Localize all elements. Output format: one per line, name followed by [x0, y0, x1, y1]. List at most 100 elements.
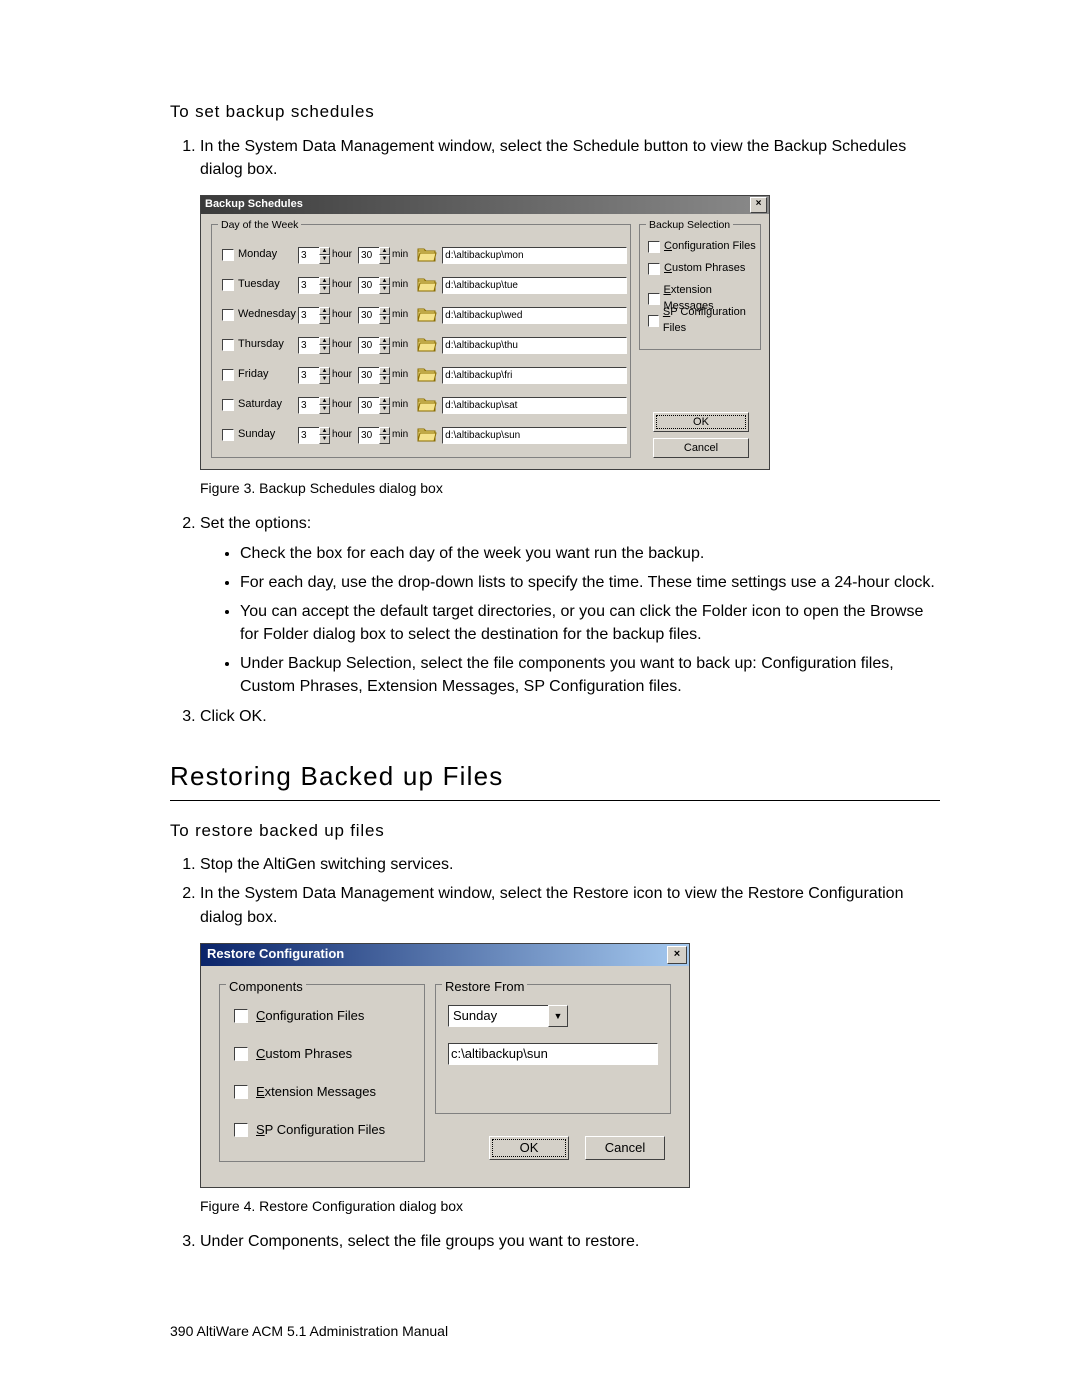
time-spinner[interactable]: 3▲▼	[298, 337, 330, 354]
component-row: Extension Messages	[234, 1083, 376, 1102]
selection-checkbox[interactable]	[648, 293, 660, 305]
backup-path-input[interactable]: d:\altibackup\sun	[442, 427, 627, 444]
arrow-down-icon[interactable]: ▼	[379, 375, 390, 384]
component-label: Custom Phrases	[256, 1045, 352, 1064]
chevron-down-icon[interactable]: ▼	[548, 1005, 568, 1027]
cancel-button[interactable]: Cancel	[653, 438, 749, 458]
backup-path-input[interactable]: d:\altibackup\tue	[442, 277, 627, 294]
time-spinner[interactable]: 30▲▼	[358, 247, 390, 264]
time-spinner[interactable]: 3▲▼	[298, 427, 330, 444]
day-row: Tuesday3▲▼hour30▲▼mind:\altibackup\tue	[222, 275, 627, 295]
arrow-up-icon[interactable]: ▲	[319, 397, 330, 406]
arrow-up-icon[interactable]: ▲	[379, 337, 390, 346]
hour-unit: hour	[332, 278, 352, 293]
time-spinner[interactable]: 3▲▼	[298, 397, 330, 414]
arrow-up-icon[interactable]: ▲	[319, 307, 330, 316]
arrow-up-icon[interactable]: ▲	[379, 247, 390, 256]
arrow-up-icon[interactable]: ▲	[379, 277, 390, 286]
folder-icon[interactable]	[416, 396, 438, 414]
arrow-down-icon[interactable]: ▼	[319, 255, 330, 264]
groupbox-selection-label: Backup Selection	[646, 218, 733, 233]
time-spinner[interactable]: 3▲▼	[298, 277, 330, 294]
spinner-value: 3	[298, 247, 319, 264]
component-checkbox[interactable]	[234, 1009, 248, 1023]
hour-unit: hour	[332, 428, 352, 443]
hour-unit: hour	[332, 368, 352, 383]
time-spinner[interactable]: 30▲▼	[358, 307, 390, 324]
cancel-button[interactable]: Cancel	[585, 1136, 665, 1160]
folder-icon[interactable]	[416, 306, 438, 324]
close-icon[interactable]: ×	[667, 946, 687, 964]
arrow-down-icon[interactable]: ▼	[379, 255, 390, 264]
spinner-value: 3	[298, 427, 319, 444]
selection-label: SP Configuration Files	[663, 305, 760, 337]
selection-checkbox[interactable]	[648, 263, 660, 275]
spinner-value: 30	[358, 397, 379, 414]
day-checkbox[interactable]	[222, 249, 234, 261]
dialog-body: Components Configuration FilesCustom Phr…	[201, 966, 689, 1187]
day-checkbox[interactable]	[222, 399, 234, 411]
time-spinner[interactable]: 3▲▼	[298, 247, 330, 264]
time-spinner[interactable]: 30▲▼	[358, 367, 390, 384]
groupbox-components-label: Components	[226, 978, 306, 997]
close-icon[interactable]: ×	[750, 197, 767, 213]
time-spinner[interactable]: 30▲▼	[358, 427, 390, 444]
arrow-down-icon[interactable]: ▼	[379, 345, 390, 354]
selection-checkbox[interactable]	[648, 315, 659, 327]
arrow-up-icon[interactable]: ▲	[319, 337, 330, 346]
arrow-down-icon[interactable]: ▼	[379, 435, 390, 444]
arrow-up-icon[interactable]: ▲	[319, 247, 330, 256]
bullet-3: You can accept the default target direct…	[240, 600, 940, 646]
day-checkbox[interactable]	[222, 339, 234, 351]
selection-checkbox[interactable]	[648, 241, 660, 253]
selection-row: Custom Phrases	[648, 261, 745, 277]
component-checkbox[interactable]	[234, 1123, 248, 1137]
time-spinner[interactable]: 30▲▼	[358, 397, 390, 414]
component-checkbox[interactable]	[234, 1047, 248, 1061]
ok-button[interactable]: OK	[653, 412, 749, 432]
hour-unit: hour	[332, 308, 352, 323]
arrow-down-icon[interactable]: ▼	[379, 405, 390, 414]
arrow-down-icon[interactable]: ▼	[319, 285, 330, 294]
arrow-down-icon[interactable]: ▼	[319, 375, 330, 384]
day-checkbox[interactable]	[222, 369, 234, 381]
arrow-down-icon[interactable]: ▼	[319, 345, 330, 354]
component-checkbox[interactable]	[234, 1085, 248, 1099]
backup-path-input[interactable]: d:\altibackup\fri	[442, 367, 627, 384]
arrow-up-icon[interactable]: ▲	[379, 397, 390, 406]
backup-path-input[interactable]: d:\altibackup\thu	[442, 337, 627, 354]
day-checkbox[interactable]	[222, 279, 234, 291]
folder-icon[interactable]	[416, 276, 438, 294]
arrow-down-icon[interactable]: ▼	[379, 315, 390, 324]
backup-path-input[interactable]: d:\altibackup\sat	[442, 397, 627, 414]
time-spinner[interactable]: 3▲▼	[298, 307, 330, 324]
day-checkbox[interactable]	[222, 429, 234, 441]
min-unit: min	[392, 308, 408, 323]
arrow-down-icon[interactable]: ▼	[319, 315, 330, 324]
restore-from-select[interactable]: Sunday ▼	[448, 1005, 568, 1027]
spinner-value: 30	[358, 247, 379, 264]
dialog-title: Backup Schedules	[205, 197, 303, 213]
ok-button[interactable]: OK	[489, 1136, 569, 1160]
arrow-up-icon[interactable]: ▲	[319, 427, 330, 436]
arrow-up-icon[interactable]: ▲	[379, 307, 390, 316]
time-spinner[interactable]: 30▲▼	[358, 337, 390, 354]
arrow-down-icon[interactable]: ▼	[319, 405, 330, 414]
folder-icon[interactable]	[416, 246, 438, 264]
day-checkbox[interactable]	[222, 309, 234, 321]
arrow-up-icon[interactable]: ▲	[319, 367, 330, 376]
restore-from-path[interactable]: c:\altibackup\sun	[448, 1043, 658, 1065]
arrow-down-icon[interactable]: ▼	[319, 435, 330, 444]
arrow-down-icon[interactable]: ▼	[379, 285, 390, 294]
arrow-up-icon[interactable]: ▲	[319, 277, 330, 286]
backup-path-input[interactable]: d:\altibackup\mon	[442, 247, 627, 264]
arrow-up-icon[interactable]: ▲	[379, 427, 390, 436]
time-spinner[interactable]: 30▲▼	[358, 277, 390, 294]
restore-from-value: Sunday	[448, 1005, 548, 1027]
folder-icon[interactable]	[416, 366, 438, 384]
time-spinner[interactable]: 3▲▼	[298, 367, 330, 384]
arrow-up-icon[interactable]: ▲	[379, 367, 390, 376]
folder-icon[interactable]	[416, 426, 438, 444]
backup-path-input[interactable]: d:\altibackup\wed	[442, 307, 627, 324]
folder-icon[interactable]	[416, 336, 438, 354]
